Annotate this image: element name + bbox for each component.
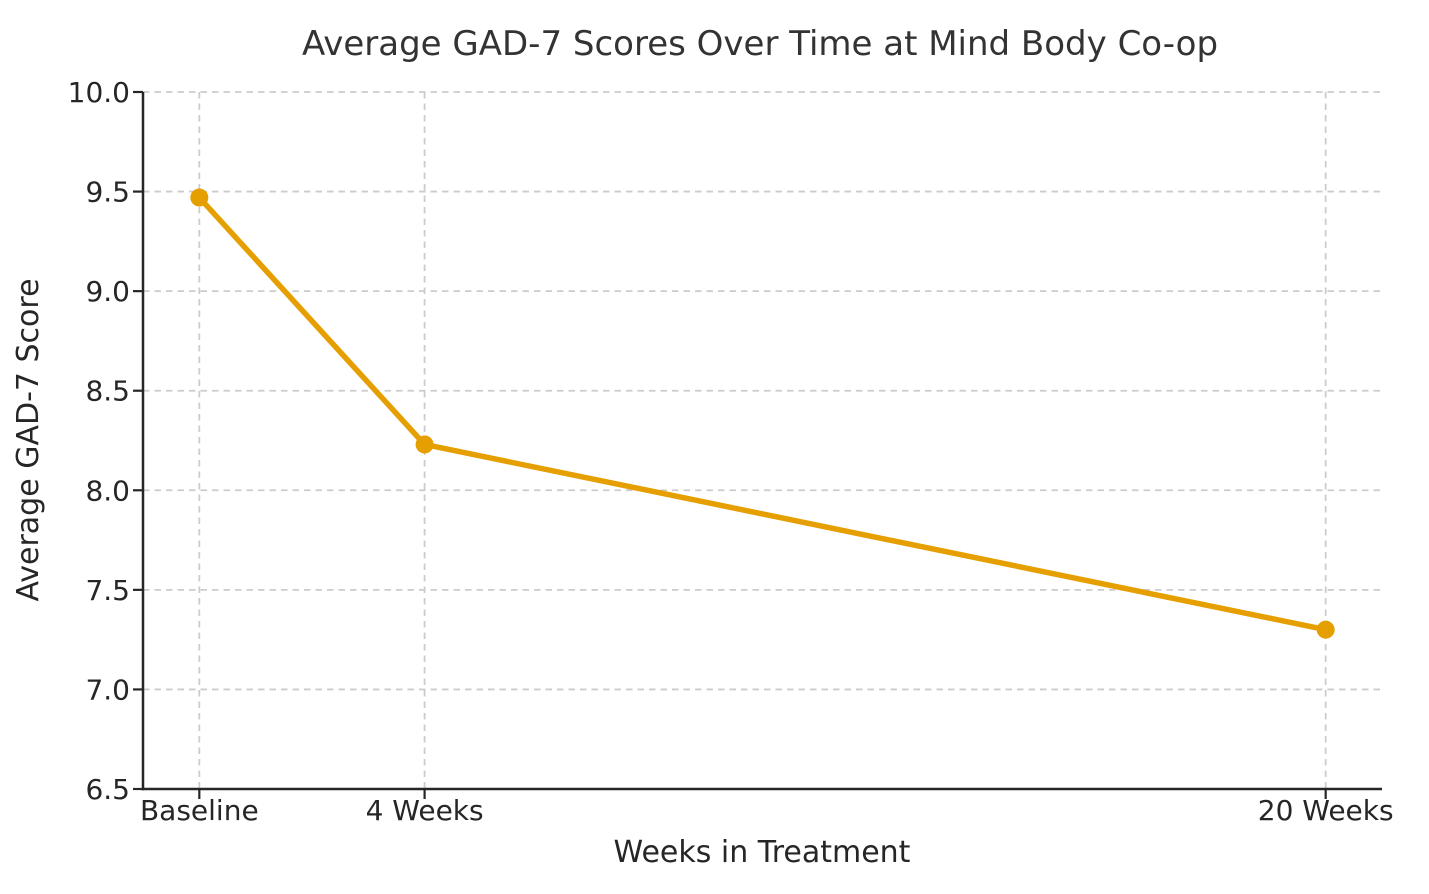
- y-tick-label: 9.5: [85, 176, 130, 209]
- y-tick-label: 6.5: [85, 773, 130, 806]
- data-point-marker: [1316, 620, 1335, 639]
- y-tick-label: 9.0: [85, 275, 130, 308]
- data-point-marker: [415, 435, 434, 454]
- x-axis-label: Weeks in Treatment: [614, 835, 911, 870]
- y-tick-label: 8.5: [85, 375, 130, 408]
- x-tick-label: Baseline: [140, 794, 259, 827]
- y-axis-label: Average GAD-7 Score: [11, 278, 46, 601]
- data-point-marker: [190, 188, 209, 207]
- y-tick-label: 8.0: [85, 474, 130, 507]
- y-tick-label: 7.0: [85, 673, 130, 706]
- chart-title: Average GAD-7 Scores Over Time at Mind B…: [302, 24, 1218, 64]
- data-line: [196, 194, 1329, 633]
- x-tick-label: 4 Weeks: [366, 794, 484, 827]
- y-tick-label: 7.5: [85, 574, 130, 607]
- x-tick-label: 20 Weeks: [1258, 794, 1394, 827]
- y-tick-label: 10.0: [68, 76, 130, 109]
- plot-area: 6.5 7.0 7.5 8.0 8.5 9.0 9.5 10.0 Baseline 4 Weeks…: [68, 76, 1394, 827]
